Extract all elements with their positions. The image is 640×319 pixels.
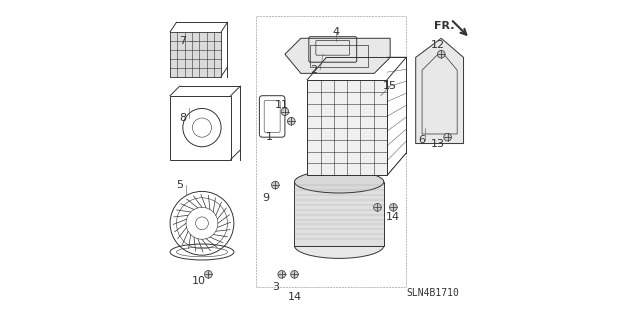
Ellipse shape [294, 233, 384, 258]
Text: 6: 6 [419, 135, 426, 145]
Text: FR.: FR. [434, 20, 454, 31]
Text: SLN4B1710: SLN4B1710 [406, 288, 459, 299]
Text: 1: 1 [266, 132, 273, 142]
Circle shape [444, 133, 451, 141]
Circle shape [278, 271, 285, 278]
Text: 3: 3 [272, 282, 279, 292]
Text: 10: 10 [192, 276, 206, 286]
Circle shape [205, 271, 212, 278]
Ellipse shape [294, 171, 384, 193]
Text: 8: 8 [179, 113, 186, 123]
Circle shape [291, 271, 298, 278]
Polygon shape [307, 80, 387, 175]
Text: 15: 15 [383, 81, 397, 91]
Text: 4: 4 [332, 27, 339, 37]
Text: 9: 9 [262, 193, 269, 203]
Text: 11: 11 [275, 100, 289, 110]
Polygon shape [294, 182, 384, 246]
Circle shape [271, 181, 279, 189]
Text: 7: 7 [179, 36, 186, 47]
Polygon shape [285, 38, 390, 73]
Circle shape [287, 117, 295, 125]
Circle shape [390, 204, 397, 211]
Polygon shape [170, 32, 221, 77]
Circle shape [437, 50, 445, 58]
Polygon shape [416, 38, 463, 144]
Circle shape [374, 204, 381, 211]
Text: 13: 13 [431, 138, 445, 149]
Text: 12: 12 [431, 40, 445, 50]
Text: 14: 14 [387, 212, 401, 222]
Circle shape [281, 108, 289, 115]
Text: 5: 5 [176, 180, 183, 190]
Text: 2: 2 [310, 65, 317, 75]
Text: 14: 14 [287, 292, 301, 302]
